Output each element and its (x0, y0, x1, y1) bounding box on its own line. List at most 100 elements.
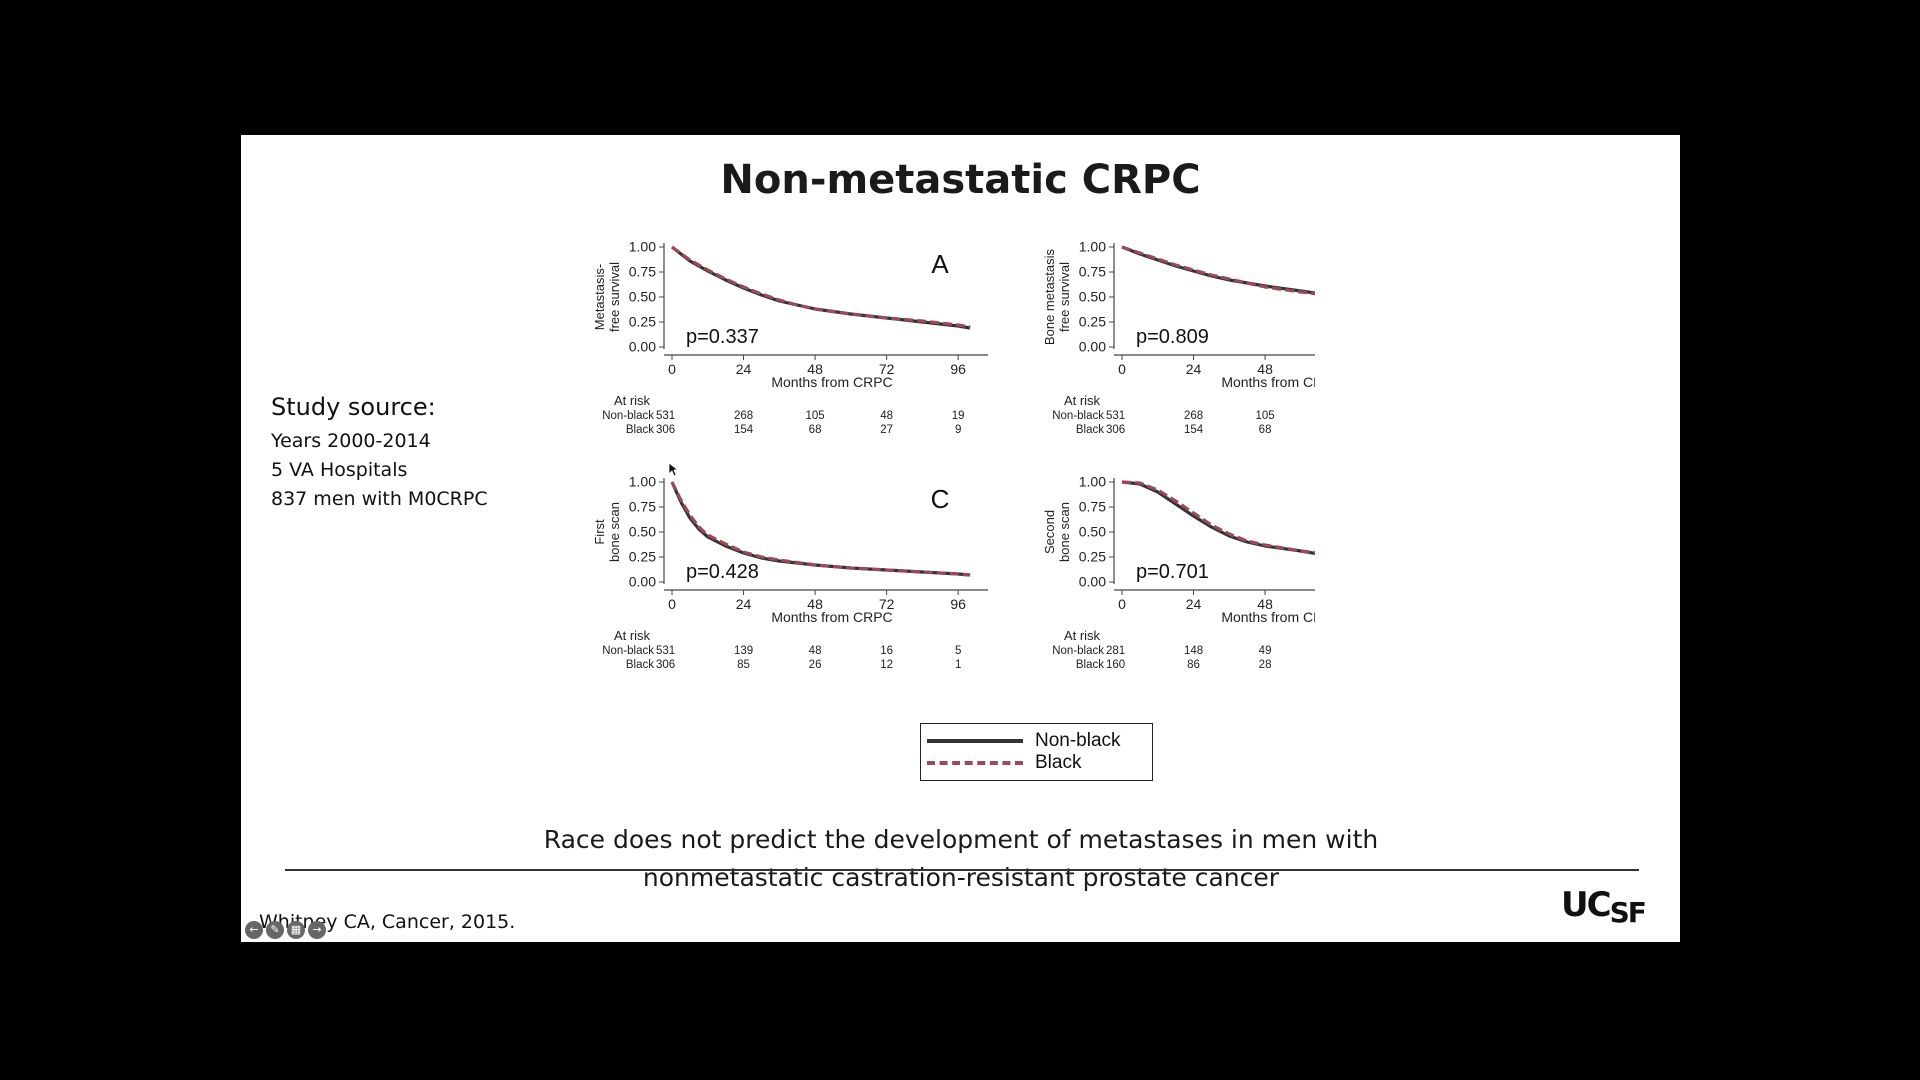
logo-main: UC (1561, 885, 1612, 925)
panel-d-atrisk-value: 28 (1259, 659, 1272, 671)
panel-c-ytick-label: 0.25 (629, 549, 656, 565)
panel-b-ytick-label: 0.25 (1079, 314, 1106, 330)
panel-a-ytick-label: 1.00 (629, 239, 656, 255)
panel-a-atrisk-value: 105 (805, 410, 824, 422)
legend-label-black: Black (1035, 752, 1082, 773)
panel-b-xtick-label: 0 (1118, 361, 1126, 377)
panel-a-atrisk-value: 154 (734, 424, 754, 436)
panel-c-atrisk-value: 139 (734, 645, 753, 657)
panel-b-series-black-line (1121, 245, 1315, 296)
back-icon[interactable]: ← (245, 921, 263, 939)
pen-icon[interactable]: ✎ (266, 921, 284, 939)
panel-a-ylabel-line: free survival (607, 262, 622, 332)
panel-d-ylabel-line: bone scan (1057, 502, 1072, 562)
panel-c-ylabel-line: bone scan (607, 502, 622, 562)
panel-b-ylabel-line: Bone metastasis (1042, 248, 1057, 345)
panel-a-atrisk-row-label: Non-black (602, 410, 654, 422)
slide-controls: ← ✎ ▦ → (245, 921, 326, 939)
panel-d-atrisk-title: At risk (1064, 628, 1101, 643)
panel-a-xtick-label: 72 (879, 361, 895, 377)
panel-d-xtick-label: 24 (1186, 596, 1202, 612)
panel-b-xtick-label: 48 (1257, 361, 1273, 377)
panel-d-xtick-label: 0 (1118, 596, 1126, 612)
panel-c-xtick-label: 24 (736, 596, 752, 612)
panel-a-atrisk-title: At risk (614, 393, 651, 408)
panel-c-xtick-label: 72 (879, 596, 895, 612)
panel-c-atrisk-row-label: Non-black (602, 645, 654, 657)
panel-d-xtick-label: 48 (1257, 596, 1273, 612)
study-years: Years 2000-2014 (271, 430, 431, 452)
panel-c-atrisk-row-label: Black (626, 659, 654, 671)
panel-b-xtick-label: 24 (1186, 361, 1202, 377)
slide-title: Non-metastatic CRPC (720, 157, 1201, 203)
panel-c-atrisk-value: 12 (880, 659, 893, 671)
panel-c-atrisk-value: 85 (737, 659, 750, 671)
panel-b-atrisk-row-label: Black (1076, 424, 1104, 436)
panel-d-ytick-label: 0.25 (1079, 549, 1106, 565)
panel-c-pvalue: p=0.428 (686, 561, 759, 583)
study-hospitals: 5 VA Hospitals (271, 459, 408, 481)
panel-d-atrisk-row-label: Black (1076, 659, 1104, 671)
panel-a-xtick-label: 24 (736, 361, 752, 377)
panel-a-atrisk-value: 19 (952, 410, 965, 422)
panel-d-ytick-label: 1.00 (1079, 474, 1106, 490)
panel-a-xtick-label: 0 (668, 361, 676, 377)
study-source-heading: Study source: (271, 393, 436, 421)
panel-c-atrisk-value: 16 (880, 645, 893, 657)
panel-c-ytick-label: 0.50 (629, 524, 656, 540)
footer-divider (285, 869, 1639, 871)
panel-a-xlabel: Months from CRPC (771, 374, 892, 390)
km-figure: 0.00 0.25 0.50 0.75 1.00 0 24 48 72 96 Months from… (595, 239, 1315, 671)
panel-c-xtick-label: 0 (668, 596, 676, 612)
panel-c-xlabel: Months from CRPC (771, 609, 892, 625)
legend-swatch-black (927, 761, 1023, 765)
panel-b-ytick-label: 0.50 (1079, 289, 1106, 305)
panel-a-xtick-label: 96 (950, 361, 966, 377)
panel-a-atrisk-value: 9 (955, 424, 961, 436)
panel-a-xtick-label: 48 (807, 361, 823, 377)
logo-sub: SF (1609, 896, 1647, 929)
panel-d-atrisk-n0: 281 (1106, 645, 1125, 657)
panel-d-atrisk-row-label: Non-black (1052, 645, 1104, 657)
panel-c-atrisk-value: 5 (955, 645, 961, 657)
study-cohort: 837 men with M0CRPC (271, 488, 488, 510)
panel-c-ytick-label: 0.75 (629, 499, 656, 515)
panel-a-pvalue: p=0.337 (686, 326, 759, 348)
ucsf-logo: UCSF (1561, 885, 1647, 929)
panel-d-pvalue: p=0.701 (1136, 561, 1209, 583)
chart-legend: Non-black Black (920, 723, 1153, 781)
panel-c-atrisk-n0: 531 (656, 645, 675, 657)
panel-a-atrisk-value: 27 (880, 424, 893, 436)
panel-d-series-black-line (1121, 480, 1315, 555)
conclusion-line-1: Race does not predict the development of… (543, 825, 1379, 854)
conclusion-line-2: nonmetastatic castration-resistant prost… (642, 863, 1280, 892)
panel-c-atrisk-title: At risk (614, 628, 651, 643)
panel-d-atrisk-value: 49 (1259, 645, 1272, 657)
panel-c-xtick-label: 96 (950, 596, 966, 612)
legend-item-black: Black (927, 752, 1081, 774)
panel-c-atrisk-n0: 306 (656, 659, 675, 671)
panel-a-ytick-label: 0.00 (629, 339, 656, 355)
panel-b-atrisk-n0: 531 (1106, 410, 1125, 422)
legend-swatch-nonblack (927, 739, 1023, 743)
panel-a-atrisk-row-label: Black (626, 424, 654, 436)
panel-a-ytick-label: 0.25 (629, 314, 656, 330)
panel-b-atrisk-value: 68 (1259, 424, 1272, 436)
panel-a-ytick-label: 0.75 (629, 264, 656, 280)
grid-icon[interactable]: ▦ (287, 921, 305, 939)
panel-c-series-black-line (670, 481, 971, 577)
panel-c-letter: C (931, 484, 950, 514)
panel-d-ytick-label: 0.75 (1079, 499, 1106, 515)
legend-item-nonblack: Non-black (927, 730, 1121, 752)
panel-a-atrisk-value: 268 (734, 410, 753, 422)
panel-d-ytick-label: 0.00 (1079, 574, 1106, 590)
panel-d-atrisk-value: 148 (1184, 645, 1203, 657)
panel-b-atrisk-value: 105 (1255, 410, 1274, 422)
panel-c-ytick-label: 1.00 (629, 474, 656, 490)
forward-icon[interactable]: → (308, 921, 326, 939)
panel-a-atrisk-n0: 531 (656, 410, 675, 422)
panel-d-xlabel: Months from CRPC (1221, 609, 1315, 625)
conclusion-text: Race does not predict the development of… (541, 821, 1381, 897)
slide: Non-metastatic CRPC Study source: Years … (241, 135, 1680, 942)
panel-d-atrisk-n0: 160 (1106, 659, 1125, 671)
